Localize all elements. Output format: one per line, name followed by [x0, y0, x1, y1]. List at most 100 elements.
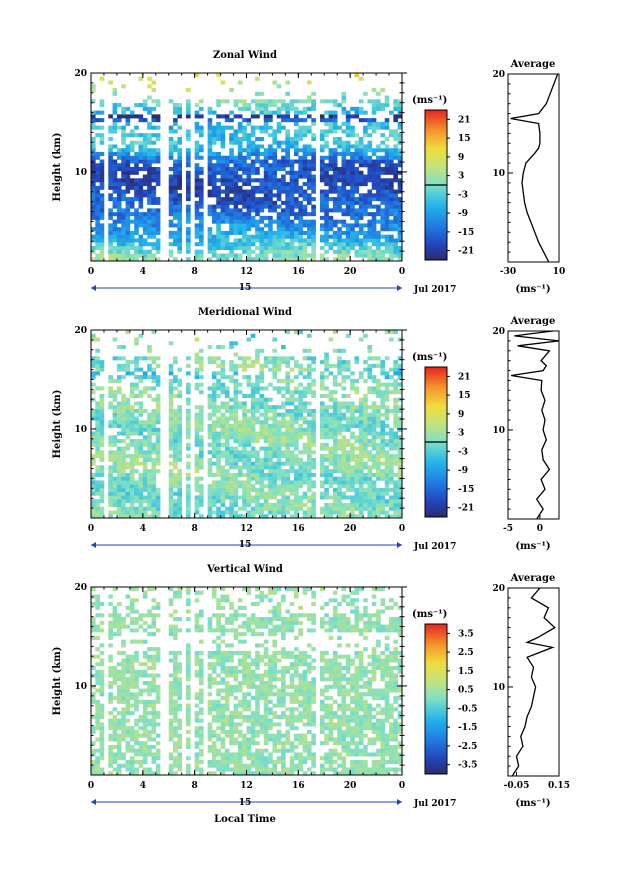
heatmap-cell [397, 148, 403, 153]
heatmap-cell [367, 386, 373, 391]
heatmap-cell [328, 121, 334, 126]
heatmap-cell [173, 378, 178, 383]
heatmap-cell [121, 151, 126, 157]
heatmap-cell [268, 405, 273, 410]
heatmap-cell [147, 476, 152, 481]
heatmap-cell [194, 125, 200, 130]
heatmap-cell [255, 360, 260, 365]
heatmap-cell [211, 193, 217, 198]
heatmap-cell [229, 457, 234, 462]
heatmap-cell [95, 416, 100, 421]
heatmap-cell [216, 167, 221, 172]
heatmap-cell [311, 439, 316, 444]
heatmap-cell [376, 257, 381, 262]
heatmap-cell [138, 412, 144, 417]
heatmap-cell [367, 412, 373, 417]
heatmap-cell [155, 136, 161, 141]
heatmap-cell [285, 427, 290, 432]
heatmap-cell [371, 510, 377, 515]
heatmap-cell [306, 223, 312, 228]
heatmap-cell [319, 99, 325, 104]
heatmap-cell [371, 506, 377, 511]
heatmap-cell [168, 502, 174, 508]
heatmap-cell [298, 110, 303, 115]
heatmap-cell [142, 435, 148, 440]
heatmap-cell [255, 457, 260, 462]
heatmap-cell [302, 491, 308, 496]
heatmap-cell [345, 174, 351, 179]
heatmap-cell [211, 386, 217, 391]
heatmap-cell [263, 99, 269, 104]
heatmap-cell [306, 114, 312, 119]
heatmap-cell [358, 76, 364, 81]
heatmap-cell [363, 397, 368, 402]
heatmap-cell [207, 461, 213, 466]
heatmap-cell [177, 427, 183, 432]
heatmap-cell [250, 408, 256, 414]
heatmap-cell [95, 185, 100, 190]
heatmap-cell [142, 375, 148, 380]
heatmap-cell [298, 393, 303, 398]
heatmap-cell [376, 495, 381, 500]
heatmap-cell [242, 197, 247, 202]
heatmap-cell [108, 253, 113, 258]
heatmap-cell [363, 144, 368, 149]
heatmap-cell [173, 242, 178, 247]
heatmap-cell [237, 752, 243, 757]
heatmap-cell [151, 230, 157, 235]
heatmap-cell [216, 219, 221, 224]
heatmap-cell [211, 393, 217, 398]
heatmap-cell [99, 514, 105, 519]
heatmap-cell [138, 484, 144, 489]
heatmap-cell [147, 151, 152, 157]
heatmap-cell [358, 408, 364, 414]
heatmap-cell [255, 114, 260, 119]
heatmap-cell [224, 461, 230, 466]
heatmap-cell [198, 148, 204, 153]
heatmap-cell [289, 219, 295, 224]
heatmap-cell [177, 367, 183, 372]
heatmap-cell [259, 412, 265, 417]
heatmap-cell [393, 178, 398, 183]
heatmap-cell [341, 212, 347, 217]
heatmap-cell [319, 454, 325, 459]
heatmap-cell [250, 133, 256, 138]
heatmap-cell [246, 499, 252, 504]
heatmap-cell [332, 185, 338, 190]
heatmap-cell [324, 238, 329, 243]
heatmap-cell [129, 476, 135, 481]
heatmap-cell [350, 748, 355, 753]
heatmap-cell [177, 148, 183, 153]
heatmap-cell [95, 200, 100, 205]
heatmap-cell [354, 759, 360, 765]
heatmap-cell [224, 159, 230, 164]
heatmap-cell [134, 212, 139, 217]
heatmap-cell [294, 495, 299, 500]
average-x-tick-label: -5 [503, 524, 513, 534]
heatmap-cell [216, 151, 221, 157]
heatmap-cell [112, 461, 118, 466]
heatmap-cell [276, 476, 282, 481]
heatmap-cell [99, 442, 105, 447]
heatmap-cell [255, 257, 260, 262]
heatmap-cell [389, 495, 394, 500]
heatmap-cell [268, 125, 273, 130]
heatmap-cell [263, 125, 269, 130]
heatmap-cell [337, 140, 342, 145]
heatmap-cell [194, 756, 200, 761]
heatmap-cell [194, 435, 200, 440]
heatmap-cell [250, 390, 256, 395]
heatmap-cell [211, 245, 217, 251]
heatmap-cell [216, 114, 221, 119]
heatmap-cell [276, 499, 282, 504]
heatmap-cell [224, 253, 230, 258]
heatmap-cell [358, 514, 364, 519]
heatmap-cell [389, 163, 394, 168]
heatmap-cell [173, 110, 178, 115]
heatmap-cell [207, 174, 213, 179]
heatmap-cell [311, 185, 316, 190]
heatmap-cell [380, 472, 386, 477]
heatmap-cell [281, 491, 286, 496]
heatmap-cell [112, 397, 118, 402]
